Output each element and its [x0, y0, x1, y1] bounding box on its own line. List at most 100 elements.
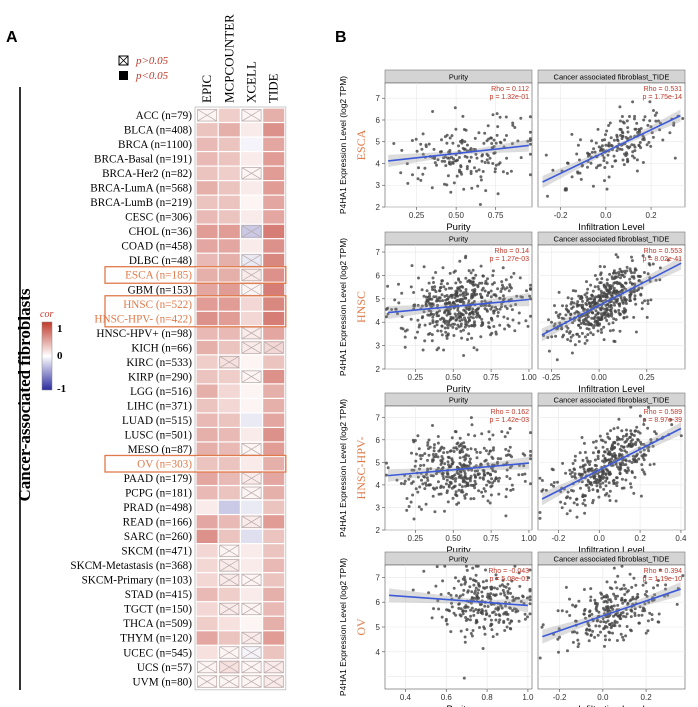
scatter-point — [582, 309, 586, 312]
scatter-point — [586, 315, 590, 319]
heatmap-cell — [241, 152, 262, 166]
scatter-y-axis-label: P4HA1 Expression Level (log2 TPM) — [338, 238, 348, 376]
scatter-point — [443, 321, 447, 325]
scatter-point — [506, 582, 510, 586]
scatter-point — [485, 152, 489, 156]
scatter-point — [459, 329, 463, 333]
scatter-point — [570, 475, 574, 479]
heatmap-cell — [196, 631, 218, 645]
heatmap-cell — [218, 195, 240, 210]
scatter-point — [485, 612, 489, 616]
scatter-point — [571, 321, 575, 325]
heatmap-cell — [218, 297, 240, 311]
scatter-point — [477, 582, 480, 585]
scatter-point — [541, 488, 545, 492]
scatter-point — [588, 482, 592, 486]
scatter-point — [438, 296, 442, 300]
scatter-y-axis-label: P4HA1 Expression Level (log2 TPM) — [338, 399, 348, 537]
scatter-point — [619, 296, 623, 300]
scatter-point — [602, 159, 606, 163]
heatmap-cell — [263, 587, 285, 602]
scatter-point — [583, 293, 587, 297]
heatmap-cell — [263, 515, 285, 529]
scatter-point — [634, 583, 638, 587]
scatter-point — [628, 599, 632, 603]
scatter-point — [483, 489, 487, 493]
scatter-point — [447, 320, 451, 323]
scatter-point — [461, 445, 465, 448]
scatter-point — [602, 595, 606, 599]
heatmap-cell — [241, 384, 262, 398]
heatmap-row-label: UCEC (n=545) — [123, 647, 192, 659]
heatmap-cell — [263, 500, 285, 514]
not-significant-cell-cross — [241, 486, 262, 499]
scatter-point — [482, 303, 486, 307]
scatter-point — [400, 291, 404, 295]
scatter-point — [679, 434, 683, 438]
scatter-point — [642, 458, 646, 462]
scatter-point — [624, 281, 627, 285]
heatmap-row-label: HNSC-HPV+ (n=98) — [96, 328, 192, 340]
scatter-point — [475, 315, 478, 319]
heatmap-cell — [218, 616, 240, 631]
scatter-point — [440, 138, 443, 142]
scatter-point — [489, 307, 493, 311]
scatter-point — [494, 593, 498, 597]
scatter-point — [471, 629, 475, 632]
scatter-point — [434, 271, 438, 274]
scatter-cancer-label: OV — [354, 618, 368, 636]
scatter-point — [618, 472, 622, 476]
scatter-point — [483, 617, 487, 621]
scatter-point — [417, 166, 420, 170]
scatter-point — [590, 150, 594, 154]
scatter-point — [426, 443, 430, 447]
scatter-point — [453, 312, 457, 316]
scatter-point — [605, 468, 609, 472]
scatter-point — [484, 189, 488, 193]
scatter-point — [597, 287, 601, 291]
scatter-point — [594, 141, 598, 145]
scatter-point — [625, 625, 629, 628]
scatter-point — [434, 472, 438, 476]
scatter-point — [528, 152, 532, 156]
scatter-point — [631, 438, 634, 442]
not-significant-cell-cross — [241, 268, 262, 282]
scatter-point — [569, 312, 573, 316]
scatter-point — [646, 426, 650, 430]
scatter-point — [571, 489, 575, 493]
regression-line — [389, 594, 528, 607]
scatter-point — [456, 308, 460, 312]
scatter-point — [444, 619, 448, 623]
scatter-point — [443, 462, 447, 466]
scatter-point — [501, 578, 505, 582]
scatter-point — [476, 285, 480, 289]
scatter-point — [457, 144, 460, 148]
scatter-point — [439, 593, 443, 596]
scatter-point — [556, 314, 560, 318]
scatter-point — [468, 577, 472, 581]
scatter-point — [595, 166, 598, 170]
scatter-point — [477, 168, 481, 172]
scatter-point — [498, 140, 502, 144]
scatter-point — [483, 289, 487, 293]
heatmap-cell — [218, 384, 240, 398]
scatter-point — [604, 295, 607, 299]
scatter-point — [623, 269, 626, 273]
scatter-point — [436, 466, 440, 470]
scatter-point — [617, 311, 621, 315]
scatter-point — [421, 482, 425, 486]
not-significant-cell-border — [241, 486, 262, 499]
scatter-point — [643, 609, 647, 613]
scatter-point — [406, 181, 410, 185]
not-significant-cell-border — [241, 602, 262, 616]
scatter-point — [489, 289, 493, 293]
scatter-point — [478, 203, 482, 206]
scatter-point — [462, 354, 466, 357]
scatter-point — [460, 141, 464, 145]
scatter-point — [507, 449, 511, 453]
scatter-point — [604, 484, 608, 488]
scatter-point — [546, 194, 549, 198]
scatter-point — [608, 437, 612, 441]
scatter-point — [512, 271, 516, 275]
scatter-point — [416, 490, 420, 494]
